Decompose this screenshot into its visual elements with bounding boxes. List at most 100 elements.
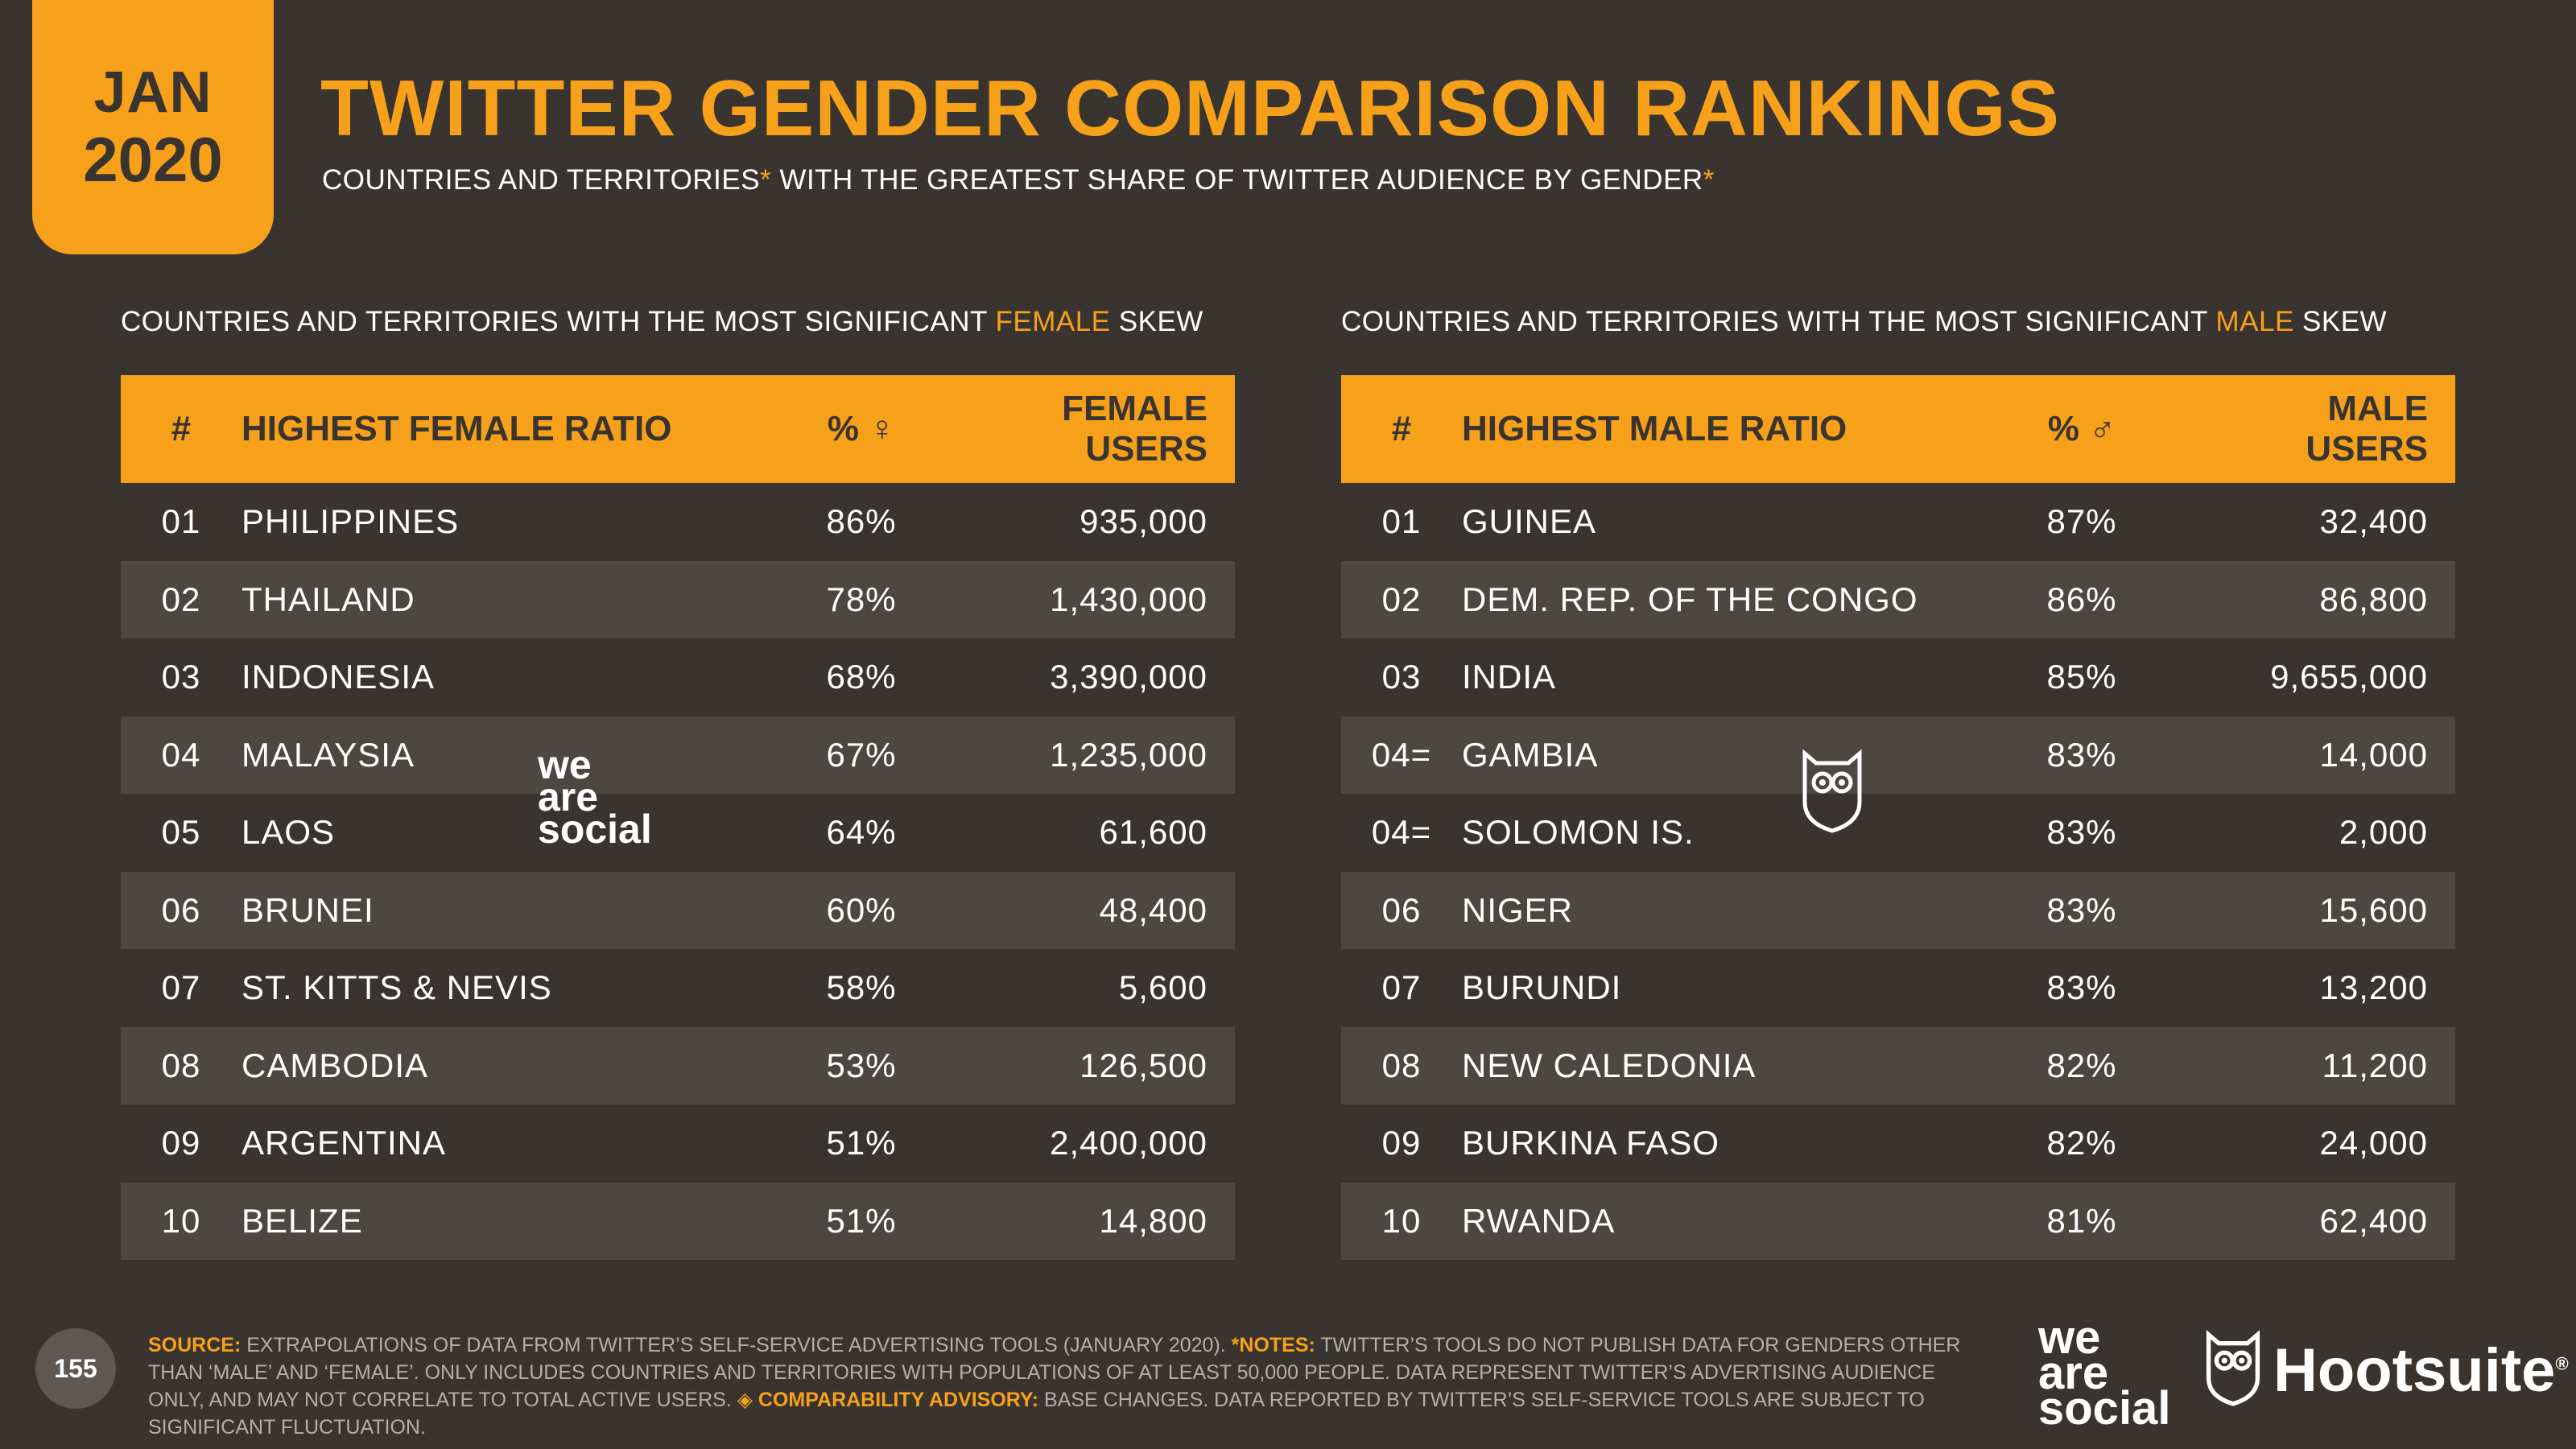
header-percent-male: % ♂: [2047, 409, 2116, 448]
users-cell: 126,500: [1080, 1046, 1208, 1084]
percent-cell: 83%: [2046, 890, 2117, 929]
page-title: TWITTER GENDER COMPARISON RANKINGS: [320, 64, 2060, 152]
country-cell: NIGER: [1462, 890, 1574, 929]
percent-cell: 64%: [826, 813, 897, 852]
country-cell: ARGENTINA: [242, 1124, 447, 1162]
male-heading-highlight: MALE: [2215, 306, 2294, 337]
table-row: 03 INDIA 85% 9,655,000: [1341, 638, 2455, 716]
rank-cell: 01: [161, 502, 201, 541]
male-section-heading: COUNTRIES AND TERRITORIES WITH THE MOST …: [1341, 306, 2387, 338]
users-cell: 14,800: [1099, 1201, 1208, 1240]
users-cell: 62,400: [2319, 1201, 2428, 1240]
table-row: 03 INDONESIA 68% 3,390,000: [121, 638, 1235, 716]
percent-cell: 81%: [2046, 1201, 2117, 1240]
female-ranking-table: # HIGHEST FEMALE RATIO % ♀ FEMALE USERS …: [121, 375, 1235, 1260]
table-row: 09 BURKINA FASO 82% 24,000: [1341, 1104, 2455, 1183]
hootsuite-wordmark: Hootsuite®: [2273, 1335, 2569, 1406]
table-row: 06 BRUNEI 60% 48,400: [121, 871, 1235, 949]
percent-cell: 51%: [826, 1124, 897, 1162]
male-heading-post: SKEW: [2293, 306, 2388, 337]
female-section-heading: COUNTRIES AND TERRITORIES WITH THE MOST …: [121, 306, 1203, 338]
rank-cell: 06: [161, 890, 201, 929]
female-heading-highlight: FEMALE: [995, 306, 1111, 337]
percent-cell: 87%: [2046, 502, 2117, 541]
rank-cell: 04=: [1371, 813, 1432, 852]
table-row: 04 MALAYSIA 67% 1,235,000: [121, 716, 1235, 794]
percent-cell: 83%: [2046, 735, 2117, 774]
users-cell: 61,600: [1099, 813, 1208, 852]
footer-notes-key: *NOTES:: [1231, 1334, 1315, 1356]
percent-cell: 83%: [2046, 968, 2117, 1007]
header-male-users: MALE USERS: [2306, 389, 2428, 469]
country-cell: BURKINA FASO: [1462, 1124, 1720, 1162]
country-cell: DEM. REP. OF THE CONGO: [1462, 580, 1918, 618]
table-row: 04= GAMBIA 83% 14,000: [1341, 716, 2455, 794]
country-cell: INDIA: [1462, 658, 1557, 696]
users-cell: 13,200: [2319, 968, 2428, 1007]
users-cell: 9,655,000: [2270, 658, 2428, 696]
rank-cell: 10: [161, 1201, 201, 1240]
users-cell: 5,600: [1118, 968, 1208, 1007]
rank-cell: 03: [1381, 658, 1422, 696]
rank-cell: 07: [1381, 968, 1422, 1007]
rank-cell: 08: [1381, 1046, 1422, 1084]
rank-cell: 09: [1381, 1124, 1422, 1162]
percent-cell: 51%: [826, 1201, 897, 1240]
female-heading-post: SKEW: [1110, 306, 1203, 337]
table-row: 08 CAMBODIA 53% 126,500: [121, 1026, 1235, 1104]
percent-cell: 85%: [2046, 658, 2117, 696]
users-cell: 14,000: [2319, 735, 2428, 774]
users-cell: 3,390,000: [1050, 658, 1208, 696]
we-are-social-logo: we are social: [2038, 1311, 2170, 1432]
rank-cell: 03: [161, 658, 201, 696]
users-cell: 24,000: [2319, 1124, 2428, 1162]
users-cell: 2,000: [2339, 813, 2428, 852]
rank-cell: 05: [161, 813, 201, 852]
country-cell: BURUNDI: [1462, 968, 1622, 1007]
watermark-are: are: [538, 774, 599, 819]
subtitle-asterisk-end: *: [1703, 164, 1715, 196]
rank-cell: 01: [1381, 502, 1422, 541]
country-cell: SOLOMON IS.: [1462, 813, 1695, 852]
subtitle-part2: WITH THE GREATEST SHARE OF TWITTER AUDIE…: [771, 164, 1703, 196]
table-row: 04= SOLOMON IS. 83% 2,000: [1341, 794, 2455, 872]
header-country: HIGHEST FEMALE RATIO: [242, 409, 672, 448]
footer-advisory-text: BASE CHANGES. DATA REPORTED BY TWITTER’S…: [148, 1389, 1925, 1439]
subtitle-part1: COUNTRIES AND TERRITORIES: [322, 164, 761, 196]
page-number: 155: [35, 1328, 116, 1409]
table-row: 02 THAILAND 78% 1,430,000: [121, 560, 1235, 638]
male-ranking-table: # HIGHEST MALE RATIO % ♂ MALE USERS 01 GU…: [1341, 375, 2455, 1260]
country-cell: MALAYSIA: [242, 735, 415, 774]
badge-month: JAN: [93, 60, 213, 125]
we-are-social-watermark: we are social: [538, 742, 652, 852]
hootsuite-logo: Hootsuite®: [2206, 1330, 2569, 1411]
users-cell: 11,200: [2322, 1046, 2428, 1084]
percent-cell: 82%: [2046, 1124, 2117, 1162]
table-row: 07 ST. KITTS & NEVIS 58% 5,600: [121, 949, 1235, 1027]
footer-notes-text: TWITTER’S TOOLS DO NOT PUBLISH DATA FOR …: [148, 1334, 1961, 1411]
rank-cell: 02: [161, 580, 201, 618]
logo-we: we: [2038, 1311, 2101, 1364]
watermark-social: social: [538, 807, 652, 852]
table-row: 06 NIGER 83% 15,600: [1341, 871, 2455, 949]
footer-source-key: SOURCE:: [148, 1334, 242, 1356]
users-cell: 935,000: [1080, 502, 1208, 541]
table-row: 10 BELIZE 51% 14,800: [121, 1182, 1235, 1260]
percent-cell: 58%: [826, 968, 897, 1007]
header-rank: #: [1391, 409, 1412, 448]
percent-cell: 82%: [2046, 1046, 2117, 1084]
users-cell: 1,235,000: [1050, 735, 1208, 774]
table-row: 01 GUINEA 87% 32,400: [1341, 483, 2455, 561]
table-row: 08 NEW CALEDONIA 82% 11,200: [1341, 1026, 2455, 1104]
footer-notes: SOURCE: EXTRAPOLATIONS OF DATA FROM TWIT…: [148, 1331, 1984, 1441]
country-cell: GAMBIA: [1462, 735, 1599, 774]
page-subtitle: COUNTRIES AND TERRITORIES * WITH THE GREA…: [322, 164, 1715, 196]
footer-source-text: EXTRAPOLATIONS OF DATA FROM TWITTER’S SE…: [241, 1334, 1232, 1356]
footer-advisory-key: ◈ COMPARABILITY ADVISORY:: [737, 1389, 1039, 1411]
percent-cell: 86%: [2046, 580, 2117, 618]
watermark-we: we: [538, 742, 592, 787]
country-cell: THAILAND: [242, 580, 415, 618]
users-cell: 15,600: [2319, 890, 2428, 929]
country-cell: RWANDA: [1462, 1201, 1616, 1240]
country-cell: BELIZE: [242, 1201, 363, 1240]
